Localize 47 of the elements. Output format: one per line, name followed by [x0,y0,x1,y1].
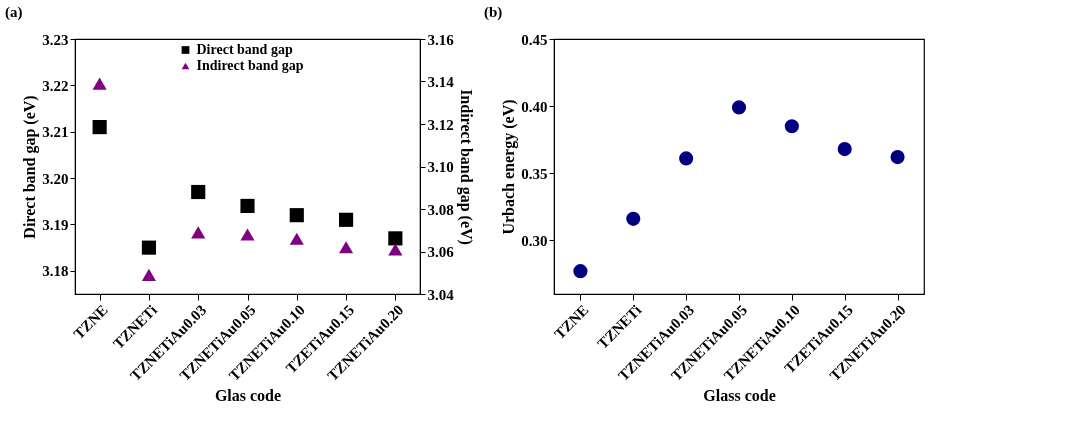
y2-tick-label: 3.08 [427,201,454,218]
y-axis-title: Urbach energy (eV) [500,99,519,235]
point [92,120,107,135]
point [837,142,852,157]
chart-title: (a) [5,4,23,21]
y-tick-label: 0.35 [521,165,548,182]
point [240,228,255,241]
point [240,198,255,213]
x-axis-title: Glas code [214,386,282,404]
y2-tick-label: 3.14 [427,74,455,90]
legend-label: Indirect band gap [196,58,304,73]
y-tick-label: 3.19 [42,216,69,233]
y-tick-label: 0.30 [521,232,548,249]
y2-axis-title: Indirect band gap (eV) [456,89,475,245]
y2-tick-label: 3.12 [427,116,454,133]
y2-tick-label: 3.16 [427,31,455,48]
y-tick-label: 3.22 [42,77,69,94]
y-tick-label: 0.45 [521,31,548,48]
y2-tick-label: 3.10 [427,159,454,175]
legend-label: Direct band gap [196,42,293,57]
point [388,231,403,246]
x-axis-title: Glass code [703,386,776,404]
point [289,232,304,245]
point [92,77,107,90]
y-tick-label: 3.20 [42,170,69,187]
point [388,243,403,256]
point [626,211,641,226]
point [573,264,588,279]
y-axis-title: Direct band gap (eV) [21,95,40,239]
point [731,100,747,115]
point [890,150,905,165]
y2-tick-label: 3.06 [427,244,455,260]
point [339,241,354,254]
point [191,184,206,200]
point [141,240,156,255]
point [784,119,799,134]
y-tick-label: 3.18 [42,263,69,280]
y-tick-label: 3.23 [42,31,69,48]
point [679,151,694,166]
y-tick-label: 3.21 [42,124,69,141]
point [339,212,354,227]
chart-title: (b) [484,4,503,21]
point [289,208,304,223]
point [141,268,156,281]
y2-tick-label: 3.04 [427,286,455,303]
y-tick-label: 0.40 [521,98,548,115]
point [191,226,206,239]
